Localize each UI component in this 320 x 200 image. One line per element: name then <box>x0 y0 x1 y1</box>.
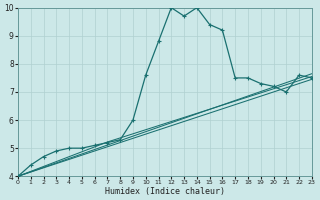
X-axis label: Humidex (Indice chaleur): Humidex (Indice chaleur) <box>105 187 225 196</box>
